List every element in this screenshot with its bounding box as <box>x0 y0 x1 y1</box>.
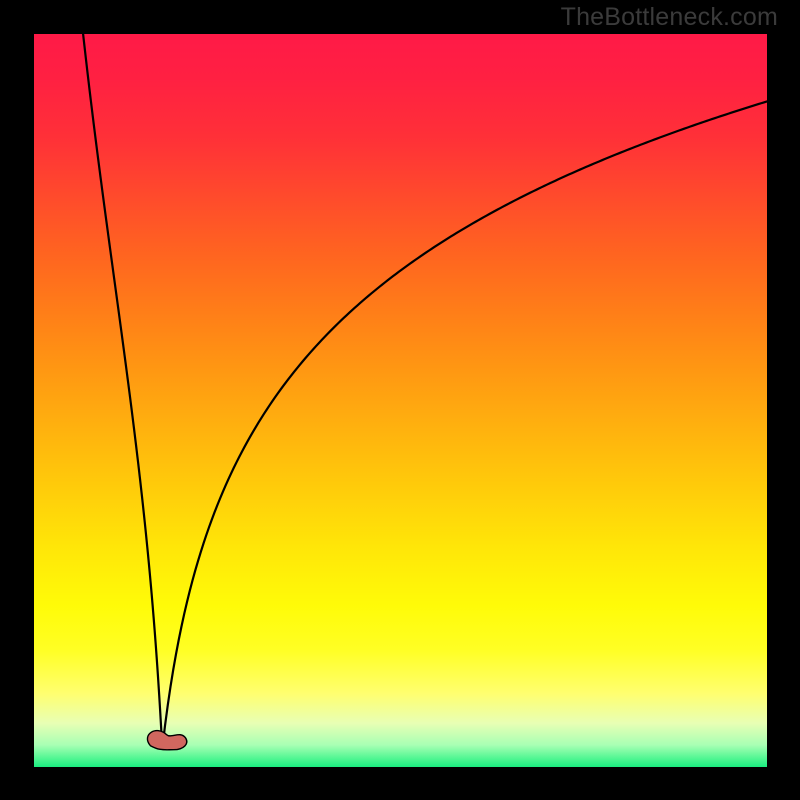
notch-cap <box>147 731 186 750</box>
curve-overlay <box>0 0 800 800</box>
curve-right-branch <box>162 101 767 748</box>
curve-left-branch <box>83 34 162 749</box>
